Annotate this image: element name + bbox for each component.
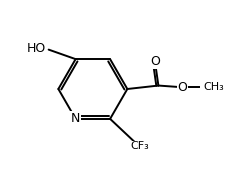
Text: N: N: [71, 112, 80, 125]
Text: CF₃: CF₃: [129, 142, 148, 151]
Text: CH₃: CH₃: [202, 82, 223, 92]
Text: O: O: [149, 55, 159, 68]
Text: O: O: [177, 81, 187, 94]
Text: HO: HO: [27, 42, 46, 55]
